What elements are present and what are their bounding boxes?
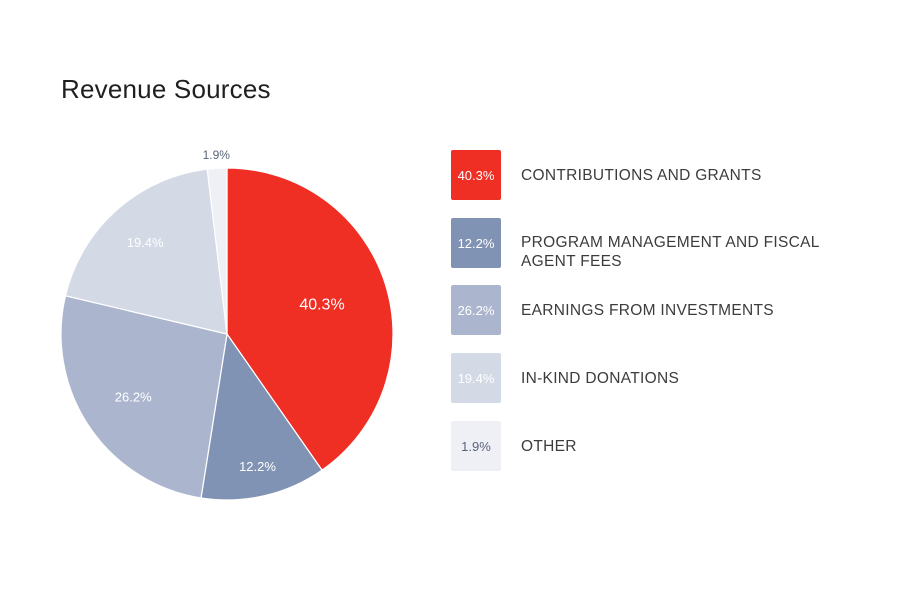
legend-label: OTHER [521, 438, 577, 455]
slice-data-label: 40.3% [299, 297, 344, 314]
pie-slice [64, 168, 228, 335]
pie-slice [226, 167, 394, 471]
pie-slice [60, 295, 228, 499]
legend-label: EARNINGS FROM INVESTMENTS [521, 302, 774, 319]
slice-data-label: 26.2% [115, 389, 152, 404]
legend-label: IN-KIND DONATIONS [521, 370, 680, 387]
legend-item-in-kind: 19.4% IN-KIND DONATIONS [451, 353, 881, 403]
chart-title: Revenue Sources [61, 74, 271, 104]
legend-swatch: 19.4% [451, 353, 501, 403]
slice-data-label: 12.2% [239, 459, 276, 474]
legend-swatch: 26.2% [451, 285, 501, 335]
legend-swatch: 1.9% [451, 421, 501, 471]
slice-data-label: 1.9% [203, 148, 231, 162]
pie-slice [206, 167, 228, 335]
legend-item-contributions: 40.3% CONTRIBUTIONS AND GRANTS [451, 150, 881, 200]
legend-label: PROGRAM MANAGEMENT AND FISCAL AGENT FEES [521, 234, 820, 270]
slice-data-label: 19.4% [127, 235, 164, 250]
legend-swatch: 12.2% [451, 218, 501, 268]
pie-slice [200, 332, 323, 501]
legend-label: CONTRIBUTIONS AND GRANTS [521, 167, 762, 184]
legend-swatch: 40.3% [451, 150, 501, 200]
legend-item-investments: 26.2% EARNINGS FROM INVESTMENTS [451, 285, 881, 335]
legend-item-program-fees: 12.2% PROGRAM MANAGEMENT AND FISCAL AGEN… [451, 218, 881, 270]
legend-item-other: 1.9% OTHER [451, 421, 881, 471]
